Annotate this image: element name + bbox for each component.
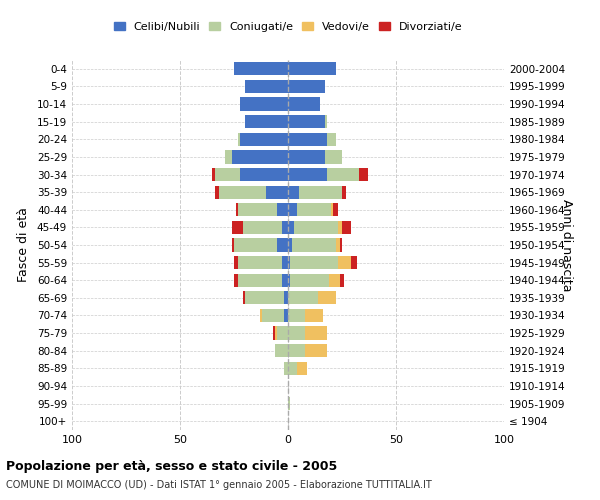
Bar bbox=[325, 150, 342, 164]
Bar bbox=[295, 221, 338, 234]
Bar bbox=[242, 221, 281, 234]
Bar bbox=[281, 256, 288, 269]
Bar bbox=[338, 221, 342, 234]
Bar bbox=[288, 309, 305, 322]
Bar bbox=[260, 309, 262, 322]
Y-axis label: Fasce di età: Fasce di età bbox=[17, 208, 30, 282]
Bar bbox=[290, 256, 338, 269]
Bar bbox=[234, 256, 238, 269]
Bar bbox=[305, 344, 327, 358]
Bar bbox=[327, 168, 359, 181]
Bar bbox=[338, 256, 350, 269]
Bar bbox=[234, 274, 238, 287]
Bar bbox=[238, 203, 277, 216]
Bar bbox=[288, 397, 290, 410]
Bar bbox=[288, 291, 318, 304]
Bar bbox=[342, 186, 346, 198]
Bar bbox=[288, 98, 320, 110]
Bar bbox=[277, 326, 288, 340]
Bar bbox=[234, 238, 277, 252]
Bar bbox=[238, 274, 281, 287]
Bar bbox=[288, 238, 292, 252]
Bar bbox=[215, 168, 241, 181]
Bar bbox=[245, 291, 284, 304]
Bar bbox=[232, 150, 288, 164]
Bar bbox=[284, 362, 288, 375]
Bar bbox=[288, 168, 327, 181]
Bar bbox=[215, 186, 219, 198]
Bar bbox=[232, 238, 234, 252]
Bar bbox=[305, 326, 327, 340]
Bar bbox=[288, 62, 335, 76]
Bar bbox=[288, 344, 305, 358]
Bar bbox=[288, 274, 290, 287]
Bar bbox=[288, 80, 325, 93]
Bar bbox=[288, 132, 327, 146]
Bar bbox=[284, 309, 288, 322]
Bar bbox=[335, 238, 340, 252]
Bar bbox=[236, 203, 238, 216]
Bar bbox=[234, 62, 288, 76]
Bar bbox=[242, 291, 245, 304]
Bar bbox=[275, 326, 277, 340]
Bar bbox=[277, 203, 288, 216]
Bar bbox=[245, 80, 288, 93]
Bar bbox=[299, 186, 342, 198]
Bar bbox=[277, 238, 288, 252]
Bar bbox=[288, 326, 305, 340]
Bar bbox=[325, 115, 327, 128]
Bar bbox=[305, 309, 323, 322]
Bar bbox=[288, 115, 325, 128]
Legend: Celibi/Nubili, Coniugati/e, Vedovi/e, Divorziati/e: Celibi/Nubili, Coniugati/e, Vedovi/e, Di… bbox=[109, 18, 467, 36]
Bar bbox=[262, 309, 284, 322]
Bar bbox=[340, 274, 344, 287]
Bar bbox=[275, 344, 288, 358]
Bar bbox=[281, 221, 288, 234]
Bar bbox=[281, 274, 288, 287]
Bar bbox=[359, 168, 368, 181]
Bar bbox=[288, 186, 299, 198]
Bar bbox=[329, 274, 340, 287]
Bar bbox=[288, 256, 290, 269]
Bar bbox=[238, 132, 241, 146]
Bar bbox=[290, 274, 329, 287]
Bar bbox=[350, 256, 357, 269]
Text: Popolazione per età, sesso e stato civile - 2005: Popolazione per età, sesso e stato civil… bbox=[6, 460, 337, 473]
Y-axis label: Anni di nascita: Anni di nascita bbox=[560, 198, 573, 291]
Bar bbox=[327, 132, 335, 146]
Bar bbox=[226, 150, 232, 164]
Bar bbox=[266, 186, 288, 198]
Bar bbox=[284, 291, 288, 304]
Bar bbox=[342, 221, 350, 234]
Bar bbox=[292, 238, 335, 252]
Bar bbox=[296, 203, 331, 216]
Bar bbox=[245, 115, 288, 128]
Bar bbox=[232, 221, 242, 234]
Bar bbox=[288, 362, 296, 375]
Bar bbox=[318, 291, 335, 304]
Bar bbox=[340, 238, 342, 252]
Bar bbox=[273, 326, 275, 340]
Text: COMUNE DI MOIMACCO (UD) - Dati ISTAT 1° gennaio 2005 - Elaborazione TUTTITALIA.I: COMUNE DI MOIMACCO (UD) - Dati ISTAT 1° … bbox=[6, 480, 432, 490]
Bar bbox=[212, 168, 215, 181]
Bar bbox=[296, 362, 307, 375]
Bar bbox=[241, 168, 288, 181]
Bar bbox=[288, 150, 325, 164]
Bar bbox=[241, 132, 288, 146]
Bar bbox=[334, 203, 338, 216]
Bar bbox=[241, 98, 288, 110]
Bar bbox=[238, 256, 281, 269]
Bar bbox=[331, 203, 334, 216]
Bar bbox=[288, 221, 295, 234]
Bar bbox=[219, 186, 266, 198]
Bar bbox=[288, 203, 296, 216]
